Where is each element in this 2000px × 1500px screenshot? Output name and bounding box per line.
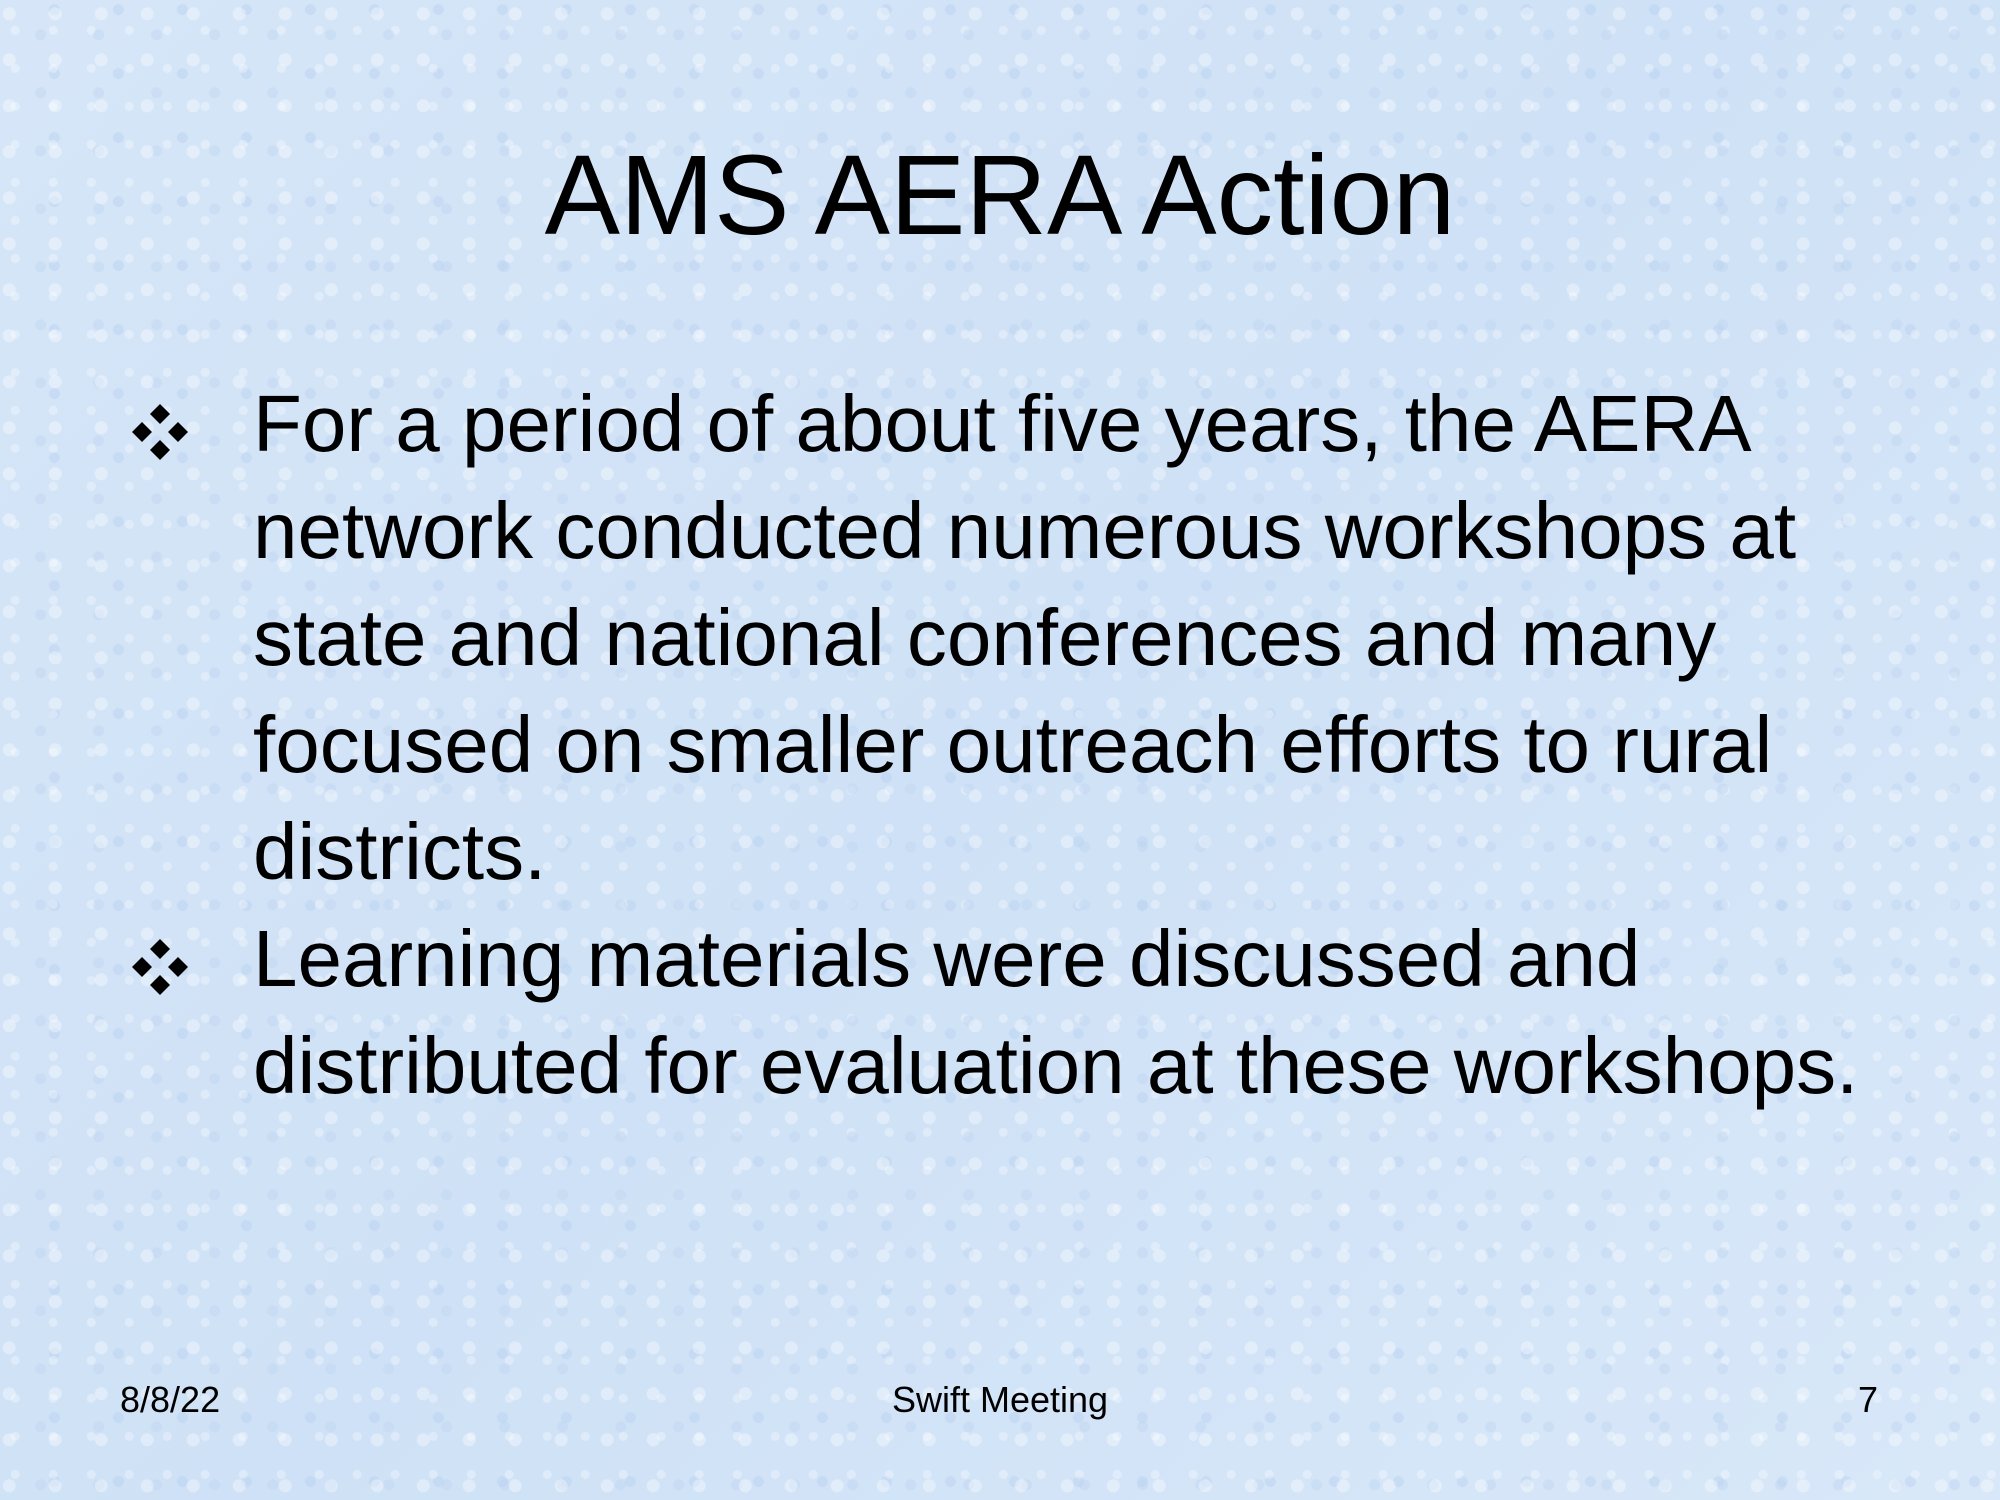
bullet-item: Learning materials were discussed and di… — [0, 905, 1873, 1119]
diamond-bullet-icon — [132, 404, 188, 460]
bullet-item: For a period of about five years, the AE… — [0, 370, 1873, 905]
bullet-text: Learning materials were discussed and di… — [253, 914, 1859, 1110]
slide-title: AMS AERA Action — [544, 132, 1456, 258]
bullet-text: For a period of about five years, the AE… — [253, 379, 1797, 896]
footer-title: Swift Meeting — [891, 1379, 1109, 1420]
diamond-bullet-icon — [132, 939, 188, 995]
footer-date: 8/8/22 — [120, 1379, 221, 1420]
bullet-list: For a period of about five years, the AE… — [0, 370, 2000, 1119]
page-number: 7 — [1857, 1379, 1878, 1420]
